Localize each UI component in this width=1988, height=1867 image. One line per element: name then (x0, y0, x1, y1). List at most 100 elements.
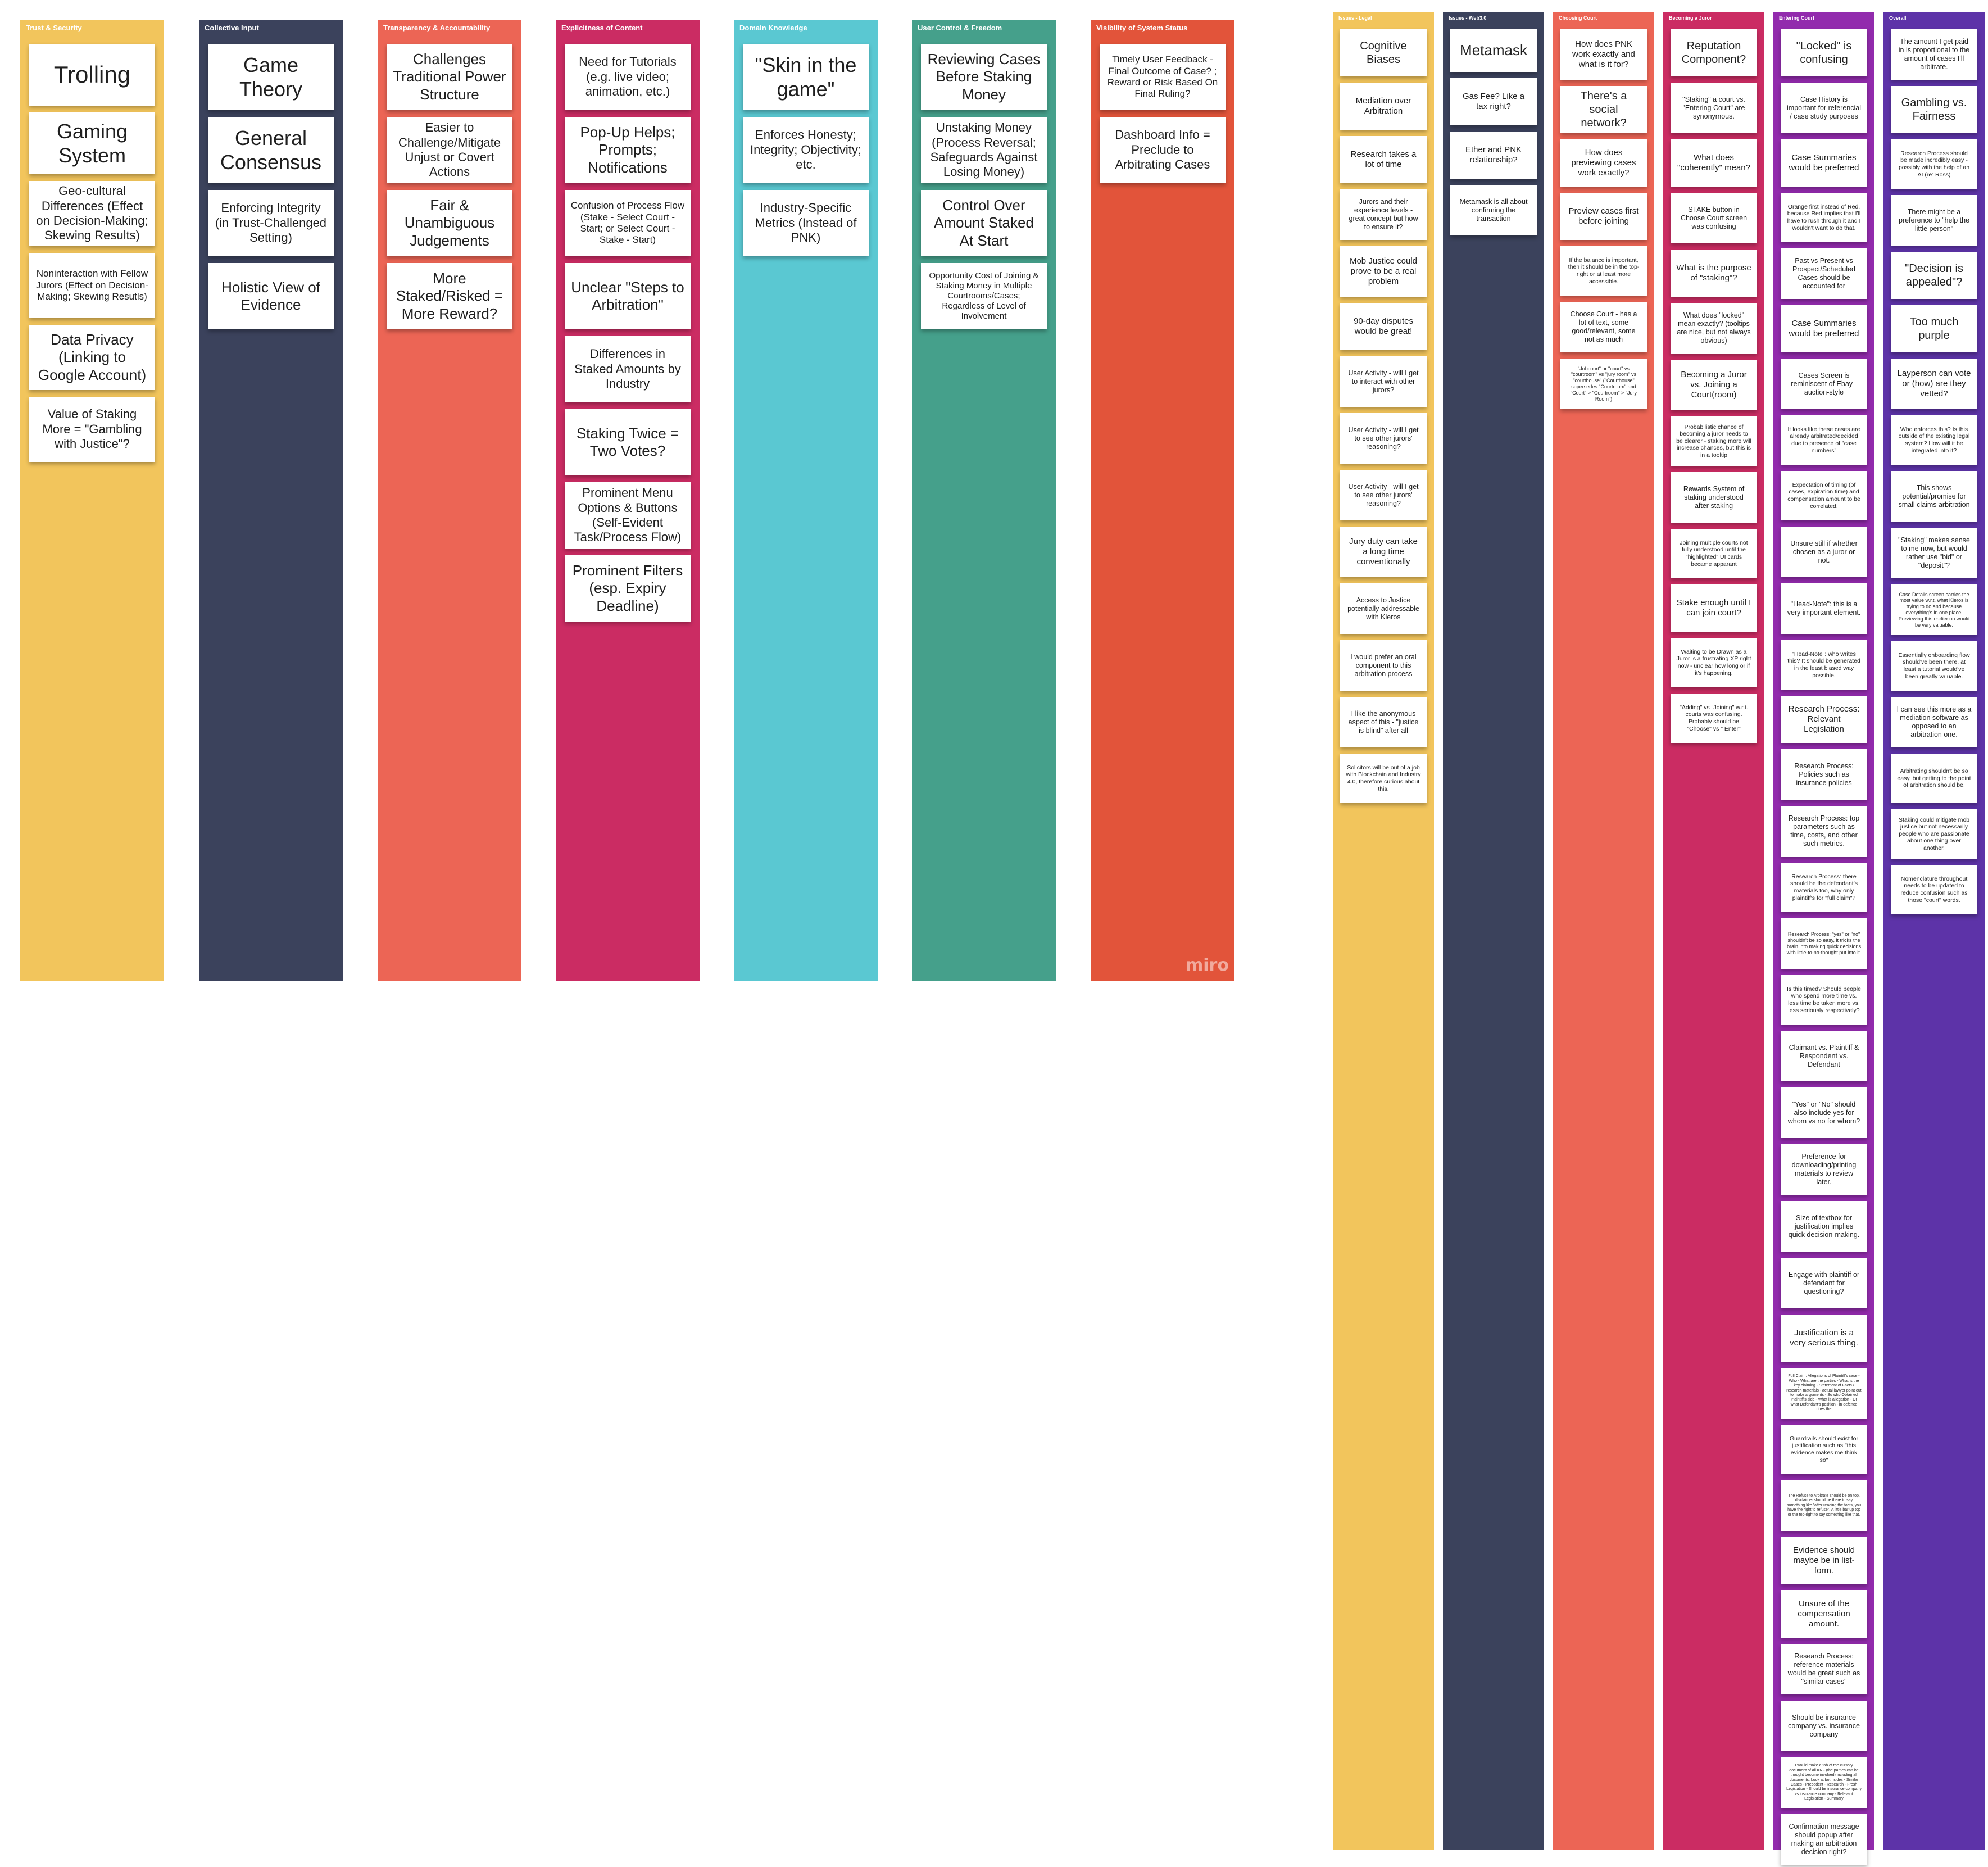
sticky-note[interactable]: Research Process: there should be the de… (1781, 863, 1867, 912)
sticky-note[interactable]: Metamask (1450, 29, 1537, 72)
column-issues-legal[interactable]: Issues - Legal Cognitive Biases Mediation … (1333, 12, 1434, 1850)
sticky-note[interactable]: General Consensus (208, 117, 334, 183)
sticky-note[interactable]: Differences in Staked Amounts by Industr… (565, 336, 691, 402)
sticky-note[interactable]: Is this timed? Should people who spend m… (1781, 975, 1867, 1025)
sticky-note[interactable]: Noninteraction with Fellow Jurors (Effec… (29, 253, 155, 318)
sticky-note[interactable]: Becoming a Juror vs. Joining a Court(roo… (1671, 360, 1757, 410)
column-trust-security[interactable]: Trust & Security Trolling Gaming System Geo… (20, 20, 164, 981)
sticky-note[interactable]: Timely User Feedback - Final Outcome of … (1100, 44, 1226, 110)
sticky-note[interactable]: Holistic View of Evidence (208, 263, 334, 329)
column-explicitness-of-content[interactable]: Explicitness of Content Need for Tutorial… (556, 20, 700, 981)
sticky-note[interactable]: Enforces Honesty; Integrity; Objectivity… (743, 117, 869, 183)
sticky-note[interactable]: Joining multiple courts not fully unders… (1671, 529, 1757, 578)
sticky-note[interactable]: Case Summaries would be preferred (1781, 139, 1867, 187)
sticky-note[interactable]: Should be insurance company vs. insuranc… (1781, 1701, 1867, 1751)
sticky-note[interactable]: "Head-Note": this is a very important el… (1781, 583, 1867, 634)
sticky-note[interactable]: Need for Tutorials (e.g. live video; ani… (565, 44, 691, 110)
column-issues-web3-0[interactable]: Issues - Web3.0 Metamask Gas Fee? Like a t… (1443, 12, 1544, 1850)
sticky-note[interactable]: Reputation Component? (1671, 29, 1757, 76)
sticky-note[interactable]: Cognitive Biases (1340, 29, 1427, 76)
sticky-note[interactable]: Size of textbox for justification implie… (1781, 1201, 1867, 1252)
sticky-note[interactable]: It looks like these cases are already ar… (1781, 415, 1867, 465)
sticky-note[interactable]: Data Privacy (Linking to Google Account) (29, 325, 155, 390)
sticky-note[interactable]: Full Claim: Allegations of Plaintiff's c… (1781, 1368, 1867, 1419)
sticky-note[interactable]: "Staking" a court vs. "Entering Court" a… (1671, 83, 1757, 133)
sticky-note[interactable]: Staking could mitigate mob justice but n… (1891, 809, 1977, 859)
sticky-note[interactable]: Access to Justice potentially addressabl… (1340, 583, 1427, 634)
sticky-note[interactable]: Research Process: Relevant Legislation (1781, 696, 1867, 743)
sticky-note[interactable]: This shows potential/promise for small c… (1891, 471, 1977, 522)
column-visibility-of-system-status[interactable]: Visibility of System Status Timely User F… (1091, 20, 1234, 981)
sticky-note[interactable]: How does previewing cases work exactly? (1560, 139, 1647, 187)
sticky-note[interactable]: Geo-cultural Differences (Effect on Deci… (29, 181, 155, 246)
sticky-note[interactable]: Unsure still if whether chosen as a juro… (1781, 527, 1867, 577)
sticky-note[interactable]: Control Over Amount Staked At Start (921, 190, 1047, 256)
sticky-note[interactable]: The amount I get paid in is proportional… (1891, 29, 1977, 80)
sticky-note[interactable]: Unstaking Money (Process Reversal; Safeg… (921, 117, 1047, 183)
sticky-note[interactable]: "Yes" or "No" should also include yes fo… (1781, 1087, 1867, 1138)
sticky-note[interactable]: I like the anonymous aspect of this - "j… (1340, 697, 1427, 747)
column-collective-input[interactable]: Collective Input Game Theory General Conse… (199, 20, 343, 981)
sticky-note[interactable]: Research Process: reference materials wo… (1781, 1644, 1867, 1694)
sticky-note[interactable]: Prominent Filters (esp. Expiry Deadline) (565, 555, 691, 622)
sticky-note[interactable]: Solicitors will be out of a job with Blo… (1340, 754, 1427, 803)
sticky-note[interactable]: "Staking" makes sense to me now, but wou… (1891, 528, 1977, 578)
sticky-note[interactable]: I would make a tab of the cursory docume… (1781, 1757, 1867, 1808)
sticky-note[interactable]: What does "locked" mean exactly? (toolti… (1671, 303, 1757, 354)
sticky-note[interactable]: Dashboard Info = Preclude to Arbitrating… (1100, 117, 1226, 183)
sticky-note[interactable]: Opportunity Cost of Joining & Staking Mo… (921, 263, 1047, 329)
sticky-note[interactable]: Probabilistic chance of becoming a juror… (1671, 416, 1757, 466)
sticky-note[interactable]: Who enforces this? Is this outside of th… (1891, 415, 1977, 465)
sticky-note[interactable]: Case History is important for referencia… (1781, 83, 1867, 133)
sticky-note[interactable]: Prominent Menu Options & Buttons (Self-E… (565, 482, 691, 549)
sticky-note[interactable]: Easier to Challenge/Mitigate Unjust or C… (387, 117, 512, 183)
sticky-note[interactable]: Metamask is all about confirming the tra… (1450, 185, 1537, 235)
sticky-note[interactable]: Staking Twice = Two Votes? (565, 409, 691, 475)
sticky-note[interactable]: There might be a preference to "help the… (1891, 195, 1977, 246)
sticky-note[interactable]: Confirmation message should popup after … (1781, 1814, 1867, 1865)
sticky-note[interactable]: What is the purpose of "staking"? (1671, 250, 1757, 297)
sticky-note[interactable]: Value of Staking More = "Gambling with J… (29, 397, 155, 462)
sticky-note[interactable]: Research Process: top parameters such as… (1781, 806, 1867, 857)
sticky-note[interactable]: User Activity - will I get to interact w… (1340, 356, 1427, 407)
sticky-note[interactable]: I can see this more as a mediation softw… (1891, 697, 1977, 747)
sticky-note[interactable]: Evidence should maybe be in list-form. (1781, 1537, 1867, 1584)
column-entering-court[interactable]: Entering Court "Locked" is confusing Case … (1773, 12, 1874, 1865)
sticky-note[interactable]: User Activity - will I get to see other … (1340, 470, 1427, 520)
sticky-note[interactable]: Cases Screen is reminiscent of Ebay - au… (1781, 359, 1867, 409)
sticky-note[interactable]: Jury duty can take a long time conventio… (1340, 527, 1427, 577)
sticky-note[interactable]: Research Process: Policies such as insur… (1781, 749, 1867, 800)
column-overall[interactable]: Overall The amount I get paid in is propo… (1883, 12, 1985, 1850)
sticky-note[interactable]: Case Summaries would be preferred (1781, 305, 1867, 352)
sticky-note[interactable]: Gambling vs. Fairness (1891, 86, 1977, 133)
sticky-note[interactable]: Challenges Traditional Power Structure (387, 44, 512, 110)
sticky-note[interactable]: Orange first instead of Red, because Red… (1781, 193, 1867, 242)
sticky-note[interactable]: Mediation over Arbitration (1340, 83, 1427, 130)
column-transparency-accountability[interactable]: Transparency & Accountability Challenges … (378, 20, 521, 981)
sticky-note[interactable]: User Activity - will I get to see other … (1340, 413, 1427, 464)
sticky-note[interactable]: Confusion of Process Flow (Stake - Selec… (565, 190, 691, 256)
sticky-note[interactable]: Research Process: "yes" or "no" shouldn'… (1781, 918, 1867, 969)
sticky-note[interactable]: Stake enough until I can join court? (1671, 584, 1757, 632)
sticky-note[interactable]: Too much purple (1891, 305, 1977, 352)
sticky-note[interactable]: Essentially onboarding flow should've be… (1891, 641, 1977, 691)
sticky-note[interactable]: STAKE button in Choose Court screen was … (1671, 193, 1757, 243)
sticky-note[interactable]: "Locked" is confusing (1781, 29, 1867, 76)
sticky-note[interactable]: Pop-Up Helps; Prompts; Notifications (565, 117, 691, 183)
sticky-note[interactable]: There's a social network? (1560, 86, 1647, 133)
sticky-note[interactable]: Trolling (29, 44, 155, 106)
column-user-control-freedom[interactable]: User Control & Freedom Reviewing Cases Be… (912, 20, 1056, 981)
sticky-note[interactable]: Unclear "Steps to Arbitration" (565, 263, 691, 329)
sticky-note[interactable]: Justification is a very serious thing. (1781, 1315, 1867, 1362)
sticky-note[interactable]: Research Process should be made incredib… (1891, 139, 1977, 189)
column-domain-knowledge[interactable]: Domain Knowledge "Skin in the game" Enforc… (734, 20, 878, 981)
column-choosing-court[interactable]: Choosing Court How does PNK work exactly … (1553, 12, 1654, 1850)
sticky-note[interactable]: Game Theory (208, 44, 334, 110)
sticky-note[interactable]: Nomenclature throughout needs to be upda… (1891, 865, 1977, 914)
sticky-note[interactable]: Reviewing Cases Before Staking Money (921, 44, 1047, 110)
sticky-note[interactable]: "Head-Note": who writes this? It should … (1781, 640, 1867, 690)
sticky-note[interactable]: Mob Justice could prove to be a real pro… (1340, 246, 1427, 297)
sticky-note[interactable]: Arbitrating shouldn't be so easy, but ge… (1891, 754, 1977, 803)
sticky-note[interactable]: "Skin in the game" (743, 44, 869, 110)
sticky-note[interactable]: Guardrails should exist for justificatio… (1781, 1425, 1867, 1474)
